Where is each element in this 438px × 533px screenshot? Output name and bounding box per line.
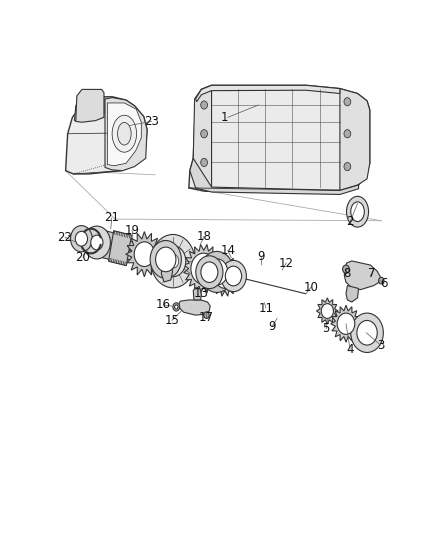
Circle shape [167,254,179,268]
Circle shape [378,277,384,284]
Polygon shape [184,245,224,293]
Text: 9: 9 [268,320,276,333]
Text: 9: 9 [258,251,265,263]
Ellipse shape [351,202,364,222]
Circle shape [173,303,180,311]
Ellipse shape [346,196,368,227]
Ellipse shape [112,115,137,152]
Circle shape [151,235,195,288]
Circle shape [351,313,383,352]
Polygon shape [95,229,123,262]
Circle shape [200,252,234,293]
Circle shape [206,259,228,285]
Polygon shape [208,256,242,296]
Circle shape [221,261,246,292]
Text: 17: 17 [198,311,213,324]
Polygon shape [179,300,210,315]
Text: 6: 6 [380,277,388,290]
Polygon shape [109,231,131,265]
Polygon shape [193,85,212,188]
Polygon shape [317,298,338,324]
Text: 21: 21 [104,212,119,224]
Circle shape [71,225,92,252]
Polygon shape [66,97,147,174]
Circle shape [201,130,208,138]
Circle shape [83,226,110,259]
Text: 8: 8 [343,267,350,280]
Polygon shape [95,233,201,277]
Polygon shape [74,92,104,122]
Text: 4: 4 [346,343,354,356]
Circle shape [201,158,208,166]
Circle shape [134,242,155,266]
Circle shape [150,240,181,278]
Text: 18: 18 [197,230,212,243]
Text: 23: 23 [144,115,159,128]
Circle shape [321,304,333,318]
Text: 2: 2 [346,215,354,229]
Circle shape [357,320,377,345]
Text: 20: 20 [75,251,90,264]
Polygon shape [189,85,370,192]
Circle shape [75,231,88,246]
Polygon shape [126,231,163,277]
Circle shape [344,130,351,138]
Text: 19: 19 [125,224,140,237]
Text: 11: 11 [258,302,273,314]
Polygon shape [161,262,173,282]
Polygon shape [346,286,359,302]
Polygon shape [190,158,359,195]
Text: 16: 16 [156,298,171,311]
Text: 5: 5 [323,322,330,335]
Polygon shape [193,288,201,300]
Circle shape [215,264,235,288]
Ellipse shape [117,123,131,145]
Text: 14: 14 [220,244,235,257]
Circle shape [201,101,208,109]
Text: 12: 12 [279,256,294,270]
Polygon shape [344,261,381,290]
Polygon shape [340,88,370,190]
Text: 13: 13 [193,287,208,300]
Circle shape [343,265,350,273]
Polygon shape [331,305,361,342]
Polygon shape [68,236,306,294]
Polygon shape [76,90,104,122]
Circle shape [225,266,242,286]
Text: 7: 7 [368,267,376,280]
Circle shape [344,163,351,171]
Text: 1: 1 [221,111,228,124]
Circle shape [344,98,351,106]
Circle shape [155,247,176,272]
Polygon shape [105,98,147,171]
Circle shape [91,235,103,250]
Circle shape [196,256,223,288]
Circle shape [204,312,209,318]
Circle shape [175,305,178,309]
Polygon shape [107,103,141,166]
Text: 22: 22 [57,231,72,244]
Text: 15: 15 [164,314,179,327]
Circle shape [337,313,355,334]
Circle shape [201,262,218,282]
Polygon shape [196,85,340,102]
Text: 10: 10 [304,281,318,294]
Circle shape [191,253,217,284]
Circle shape [160,246,186,277]
Text: 3: 3 [377,338,384,352]
